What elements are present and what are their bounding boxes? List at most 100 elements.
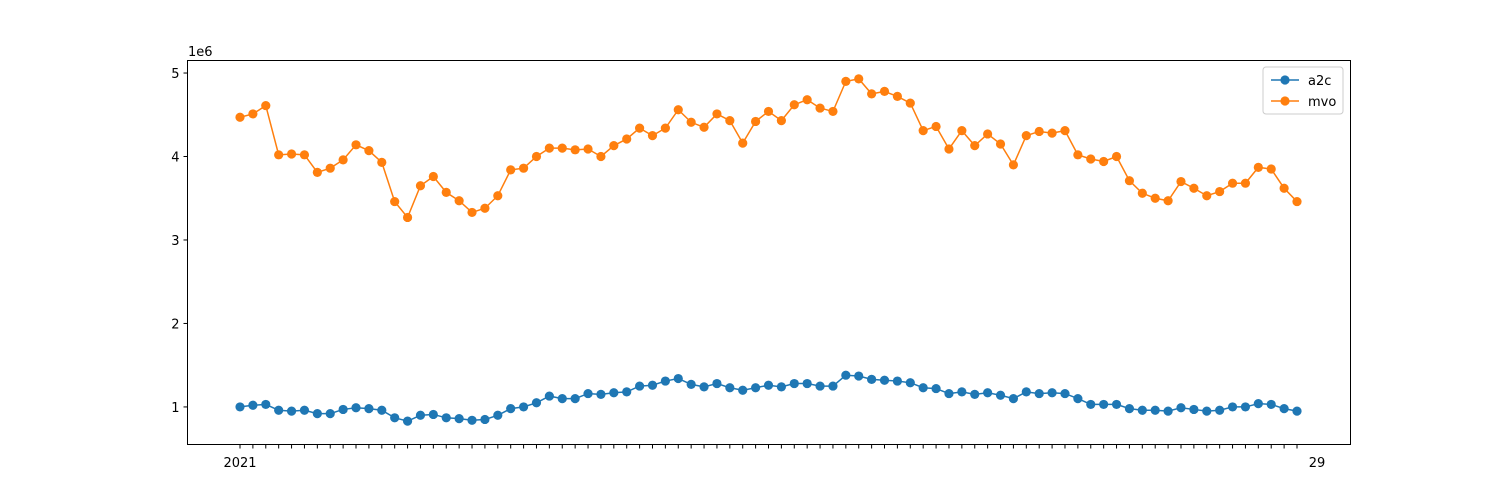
data-point-mvo — [286, 149, 297, 159]
data-point-mvo — [235, 112, 245, 122]
data-point-a2c — [596, 389, 606, 400]
data-point-mvo — [1202, 191, 1212, 201]
data-point-mvo — [518, 163, 529, 173]
data-point-a2c — [1176, 403, 1186, 413]
data-point-a2c — [776, 382, 786, 392]
data-point-mvo — [892, 91, 903, 101]
data-point-mvo — [506, 165, 516, 175]
data-point-a2c — [1137, 405, 1147, 415]
data-point-a2c — [815, 381, 825, 391]
data-point-mvo — [274, 150, 284, 160]
data-point-mvo — [1124, 176, 1135, 186]
y-offset-label: 1e6 — [188, 45, 213, 60]
data-point-a2c — [557, 393, 567, 404]
legend-label-mvo: mvo — [1308, 95, 1336, 110]
data-point-mvo — [725, 116, 735, 126]
data-point-mvo — [325, 163, 335, 173]
data-point-a2c — [570, 393, 580, 404]
data-point-a2c — [299, 405, 310, 415]
x-tick-label-first: 2021 — [223, 456, 256, 471]
data-point-mvo — [622, 134, 632, 144]
data-point-mvo — [1008, 160, 1019, 170]
data-point-mvo — [918, 126, 928, 136]
data-point-mvo — [763, 106, 774, 117]
data-point-mvo — [660, 123, 670, 133]
data-point-mvo — [686, 117, 696, 127]
data-point-mvo — [970, 141, 980, 151]
data-point-a2c — [1227, 402, 1238, 412]
data-point-a2c — [1215, 405, 1225, 415]
data-point-a2c — [1021, 387, 1031, 397]
data-point-mvo — [454, 196, 464, 206]
data-point-mvo — [1266, 164, 1276, 174]
data-point-a2c — [1150, 405, 1160, 415]
data-point-a2c — [480, 414, 490, 425]
y-tick-label: 2 — [171, 317, 179, 332]
series-layer — [235, 74, 1302, 426]
data-point-mvo — [1137, 188, 1147, 198]
data-point-a2c — [1279, 404, 1289, 414]
data-point-a2c — [802, 378, 812, 389]
data-point-a2c — [1008, 393, 1019, 404]
data-point-mvo — [828, 106, 838, 117]
data-point-mvo — [415, 181, 426, 191]
y-tick-label: 5 — [171, 67, 179, 82]
data-point-a2c — [274, 405, 284, 415]
data-point-a2c — [441, 413, 451, 423]
plot-area — [187, 60, 1351, 445]
data-point-mvo — [467, 207, 477, 218]
data-point-a2c — [686, 379, 696, 389]
data-point-mvo — [261, 100, 271, 111]
data-point-mvo — [1021, 131, 1031, 141]
legend: a2c mvo — [1262, 66, 1344, 115]
data-point-a2c — [763, 380, 774, 390]
data-point-a2c — [338, 404, 348, 415]
data-point-a2c — [493, 410, 503, 420]
data-point-mvo — [944, 144, 954, 154]
data-point-a2c — [402, 416, 413, 426]
data-point-mvo — [1163, 196, 1173, 206]
data-point-mvo — [441, 187, 451, 197]
data-point-a2c — [544, 391, 554, 401]
data-point-a2c — [1189, 404, 1199, 415]
data-point-mvo — [544, 143, 554, 153]
data-point-a2c — [531, 398, 542, 408]
data-point-mvo — [248, 109, 258, 119]
data-point-mvo — [931, 121, 941, 132]
data-point-mvo — [738, 138, 748, 148]
data-point-mvo — [364, 146, 374, 156]
data-point-mvo — [905, 98, 915, 108]
data-point-a2c — [905, 378, 915, 388]
data-point-mvo — [596, 151, 606, 162]
data-point-a2c — [518, 402, 529, 412]
legend-label-a2c: a2c — [1308, 74, 1331, 89]
data-point-mvo — [635, 123, 645, 133]
data-point-mvo — [480, 203, 490, 213]
data-point-a2c — [286, 406, 297, 416]
data-point-a2c — [390, 413, 400, 423]
data-point-a2c — [1202, 406, 1212, 416]
data-point-a2c — [660, 376, 670, 386]
data-point-mvo — [673, 105, 683, 115]
data-point-a2c — [351, 403, 361, 413]
data-point-mvo — [712, 109, 722, 119]
data-point-a2c — [983, 388, 993, 398]
y-tick-label: 1 — [171, 401, 179, 416]
data-point-mvo — [647, 131, 658, 141]
data-point-mvo — [1150, 193, 1160, 203]
data-point-a2c — [415, 410, 426, 420]
data-point-mvo — [1176, 176, 1186, 187]
data-point-mvo — [879, 86, 890, 96]
data-point-a2c — [583, 388, 593, 399]
data-point-mvo — [1279, 183, 1289, 193]
data-point-a2c — [1124, 404, 1135, 414]
data-point-a2c — [235, 402, 245, 412]
data-point-mvo — [699, 122, 709, 132]
data-point-mvo — [299, 150, 310, 160]
data-point-mvo — [1215, 186, 1225, 197]
data-point-a2c — [609, 388, 619, 398]
data-point-a2c — [828, 381, 838, 391]
data-point-mvo — [789, 100, 799, 110]
data-point-a2c — [738, 385, 748, 395]
data-point-mvo — [493, 191, 503, 201]
